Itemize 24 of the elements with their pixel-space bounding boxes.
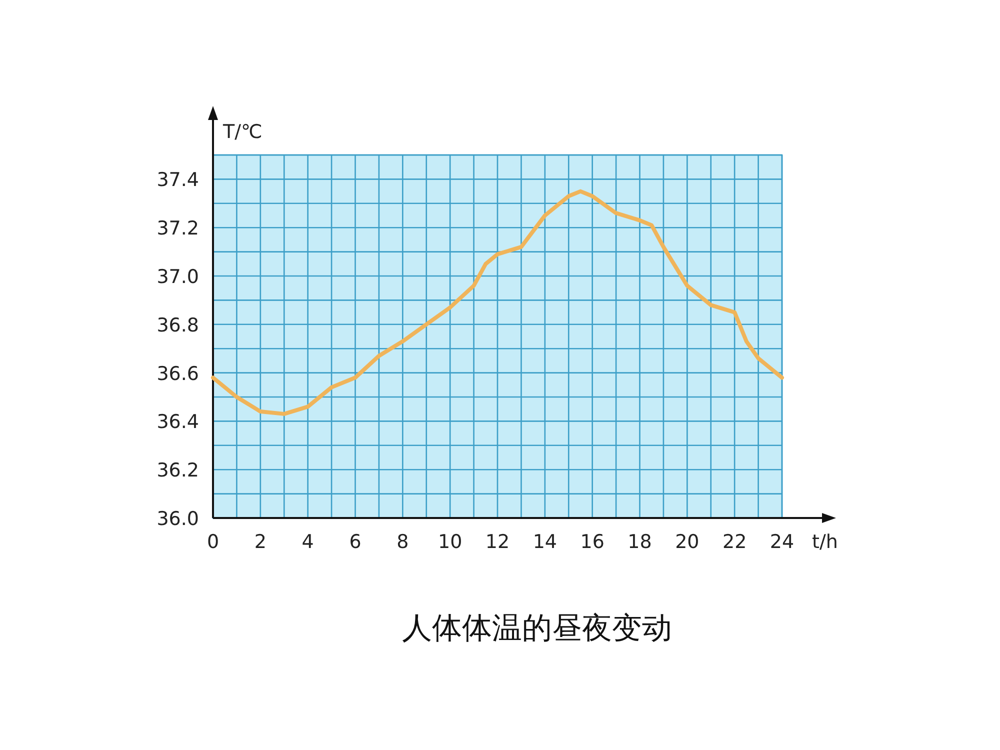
- x-tick-label: 8: [396, 531, 409, 553]
- y-tick-label: 36.2: [156, 460, 199, 482]
- text: 人体体温的昼夜变动: [402, 611, 672, 646]
- y-tick-label: 36.4: [156, 411, 199, 434]
- y-tick-label: 37.2: [156, 218, 199, 240]
- x-tick-label: 4: [302, 531, 314, 553]
- x-axis-title: t/h: [812, 531, 838, 553]
- y-tick-label: 37.4: [156, 169, 199, 192]
- x-tick-label: 14: [532, 531, 558, 553]
- x-tick-label: 6: [349, 531, 362, 553]
- y-tick-label: 36.6: [156, 362, 199, 385]
- x-tick-label: 22: [722, 531, 747, 553]
- x-tick-label: 24: [770, 531, 794, 553]
- x-tick-label: 2: [254, 531, 266, 553]
- x-tick-label: 16: [580, 531, 604, 553]
- y-axis-title: T/℃: [222, 121, 262, 143]
- x-tick-label: 12: [485, 531, 510, 553]
- x-tick-label: 0: [206, 531, 220, 553]
- x-tick-label: 20: [675, 531, 700, 553]
- x-tick-label: 10: [438, 531, 462, 553]
- x-tick-label: 18: [628, 531, 652, 553]
- y-tick-label: 36.8: [156, 314, 199, 336]
- y-tick-label: 36.0: [156, 508, 199, 530]
- y-tick-label: 37.0: [156, 266, 199, 288]
